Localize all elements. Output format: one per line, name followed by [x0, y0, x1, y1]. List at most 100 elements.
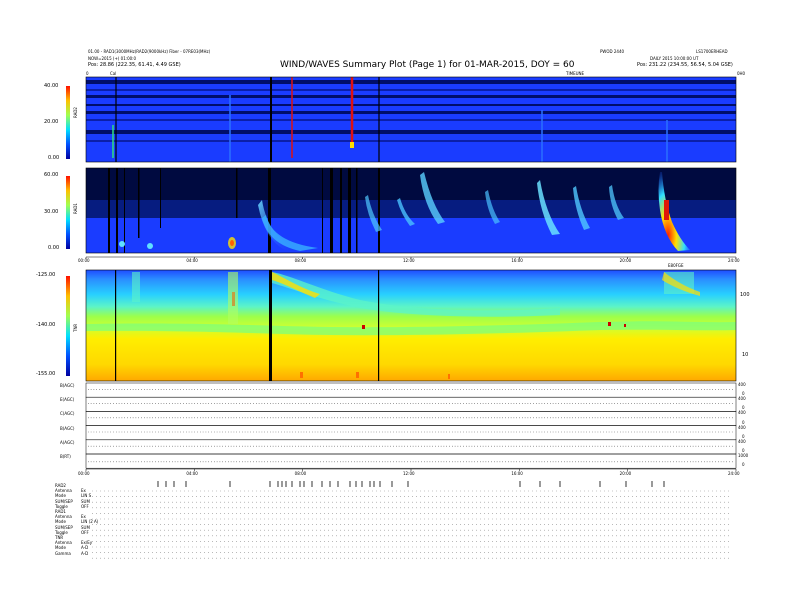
rad1-strong-burst-core	[664, 200, 669, 220]
header-left-line2: NOW=2015 (+) 01:00:0	[88, 56, 137, 61]
mfi-row-min: 0	[742, 391, 745, 397]
rad2-band	[86, 130, 736, 134]
mfi-strips	[85, 382, 737, 469]
tnr-hot-speck	[624, 324, 626, 327]
tnr-hot-speck	[362, 325, 365, 329]
rad1-data-gap	[330, 168, 333, 253]
setting-name: Antenna	[55, 514, 72, 520]
time-tick-label: 16:00	[511, 471, 523, 476]
mfi-row-max: 400	[738, 410, 746, 416]
setting-name: Antenna	[55, 540, 72, 546]
tnr-burst-glow	[228, 272, 238, 324]
time-tick-label: 12:00	[403, 258, 415, 263]
rad1-burst-streak	[573, 186, 590, 230]
time-tick-label: 04:00	[186, 258, 198, 263]
tnr-panel-label: TNR	[73, 323, 78, 332]
mfi-row-max: 400	[738, 438, 746, 444]
setting-name: Mode	[55, 545, 66, 551]
time-tick-label: 20:00	[619, 471, 632, 476]
rad2-band	[86, 119, 736, 121]
time-tick-label: 04:00	[186, 471, 198, 476]
instrument-name: TNR	[55, 535, 64, 540]
rad1-burst-streak	[262, 215, 318, 251]
time-tick-label: 00:00	[78, 471, 90, 476]
rad2-band	[86, 95, 736, 98]
rad1-low-freq-spot	[119, 241, 125, 247]
mfi-row-label: B(AGC)	[60, 425, 75, 431]
rad1-panel	[85, 167, 737, 254]
setting-value: A-D	[81, 550, 89, 556]
time-tick-label: 08:00	[294, 258, 307, 263]
setting-value: Ex	[81, 488, 86, 494]
setting-value: LIN (2 A)	[81, 519, 99, 525]
tnr-hot-speck	[608, 322, 611, 326]
mfi-row-min: 0	[742, 419, 745, 425]
rad2-band	[86, 80, 736, 84]
rad1-frame	[85, 167, 737, 254]
rad1-data-gap	[160, 168, 161, 228]
rad1-burst-streak	[365, 195, 382, 232]
mfi-row-min: 0	[742, 433, 745, 439]
tnr-hot-speck	[356, 372, 359, 378]
header-right-line2: LS1700ERHEAD	[696, 49, 728, 54]
mfi-row-max: 400	[738, 424, 746, 430]
tnr-colorbar-tick: -125.00	[36, 272, 56, 278]
setting-value: OFF	[81, 503, 89, 509]
rad2-colorbar-tick: 0.00	[48, 155, 60, 161]
rad2-band	[86, 111, 736, 114]
rad2-colorbar-tick: 40.00	[44, 83, 59, 89]
setting-name: SUM/SEP	[55, 498, 73, 504]
rad2-panel	[85, 76, 737, 163]
mfi-row-max: 400	[738, 382, 746, 387]
setting-name: Mode	[55, 519, 66, 525]
tnr-frame	[85, 269, 737, 382]
mfi-strip-frame	[85, 453, 737, 469]
tnr-hot-speck	[300, 372, 303, 378]
rad1-data-gap	[340, 168, 342, 253]
mfi-row-label: E(AGC)	[60, 397, 75, 403]
rad1-data-gap	[124, 168, 125, 253]
mfi-strip-frame	[85, 396, 737, 412]
rad1-panel-label: RAD1	[73, 203, 78, 214]
mfi-row-min: 0	[742, 462, 745, 468]
header-right-line1: PWOD 2440	[600, 49, 625, 54]
rad1-low-freq-spot	[147, 243, 153, 249]
rad1-burst-streak	[485, 190, 500, 224]
instrument-name: RAD1	[55, 509, 66, 514]
instrument-dot-grid	[92, 490, 730, 559]
rad1-dark-fade	[86, 200, 736, 218]
tnr-right-tick: 10	[742, 352, 749, 358]
rad1-data-gap	[322, 168, 323, 253]
rad1-burst-streak	[420, 172, 445, 224]
rad1-burst-streak	[609, 185, 624, 220]
time-tick-label: 16:00	[511, 258, 523, 263]
setting-value: SUM	[81, 524, 90, 530]
tnr-right-tick: 100	[740, 292, 750, 298]
rad2-burst-core	[350, 142, 354, 148]
tnr-colorbar-tick: -155.00	[36, 371, 56, 377]
mfi-strip-frame	[85, 411, 737, 426]
mfi-strip-frame	[85, 425, 737, 441]
tnr-plasma-line	[86, 321, 736, 336]
corner-left-label: 0	[86, 71, 89, 76]
header-left-line1: 01.00 - RAD1(3000MHz)RAD2(9000kHz) Fiber…	[88, 49, 211, 54]
tnr-colorbar-tick: -140.00	[36, 322, 56, 328]
instrument-name: RAD2	[55, 483, 66, 488]
rad2-colorbar-tick: 20.00	[44, 119, 59, 125]
plot-title: WIND/WAVES Summary Plot (Page 1) for 01-…	[280, 60, 575, 70]
tnr-corner-label: E80FGE	[668, 263, 684, 268]
tnr-burst-glow	[132, 272, 140, 302]
rad1-burst-streak	[397, 198, 415, 226]
header-right-position: Pos: 231.22 (234.55, 56.54, 5.04 GSE)	[637, 62, 733, 68]
rad1-low-freq-spot	[230, 240, 234, 246]
rad1-data-gap	[116, 168, 118, 253]
tnr-data-gap	[269, 270, 272, 381]
mfi-row-min: 0	[742, 448, 745, 453]
rad1-burst-streak	[537, 180, 560, 235]
setting-name: Toggle	[55, 503, 68, 509]
rad2-colorbar	[66, 86, 70, 159]
mfi-row-label: B(RT)	[60, 454, 71, 459]
mfi-row-max: 400	[738, 396, 746, 402]
event-tick-row	[157, 481, 665, 487]
